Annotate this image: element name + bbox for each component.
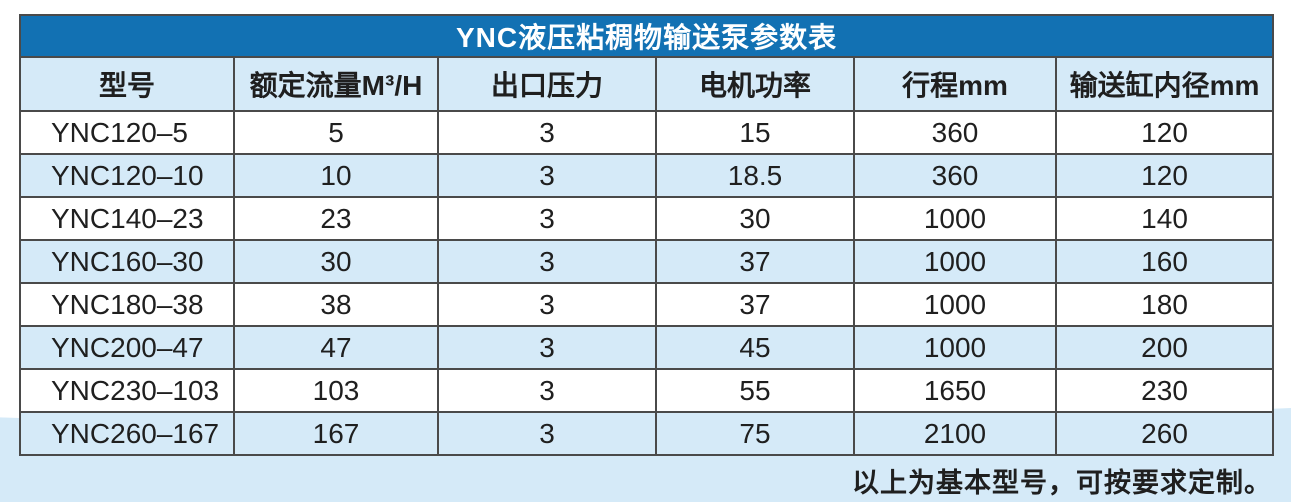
value-cell: 45	[655, 325, 855, 370]
table-row: YNC180–38 38 3 37 1000 180	[19, 282, 1275, 327]
value-cell: 38	[233, 282, 439, 327]
value-cell: 180	[1054, 282, 1275, 327]
table-row: YNC230–103 103 3 55 1650 230	[19, 368, 1275, 413]
header-cell: 额定流量M³/H	[233, 56, 439, 112]
value-cell: 3	[437, 110, 657, 155]
value-cell: 37	[655, 282, 855, 327]
value-cell: 30	[233, 239, 439, 284]
value-cell: 260	[1054, 411, 1275, 456]
value-cell: 23	[233, 196, 439, 241]
value-cell: 230	[1054, 368, 1275, 413]
value-cell: 10	[233, 153, 439, 198]
value-cell: 75	[655, 411, 855, 456]
value-cell: 160	[1054, 239, 1275, 284]
model-cell: YNC200–47	[19, 325, 235, 370]
value-cell: 1000	[853, 325, 1057, 370]
model-cell: YNC180–38	[19, 282, 235, 327]
value-cell: 47	[233, 325, 439, 370]
table-row: YNC260–167 167 3 75 2100 260	[19, 411, 1275, 456]
value-cell: 15	[655, 110, 855, 155]
value-cell: 103	[233, 368, 439, 413]
model-cell: YNC120–10	[19, 153, 235, 198]
table-row: YNC200–47 47 3 45 1000 200	[19, 325, 1275, 370]
table-title: YNC液压粘稠物输送泵参数表	[18, 14, 1275, 58]
value-cell: 140	[1054, 196, 1275, 241]
table-body: YNC120–5 5 3 15 360 120 YNC120–10 10 3 18.5 360 120…	[19, 110, 1275, 456]
value-cell: 18.5	[655, 153, 855, 198]
value-cell: 1000	[853, 239, 1057, 284]
table-row: YNC160–30 30 3 37 1000 160	[19, 239, 1275, 284]
value-cell: 55	[655, 368, 855, 413]
footnote: 以上为基本型号，可按要求定制。	[852, 468, 1272, 498]
value-cell: 360	[853, 153, 1057, 198]
pump-spec-table: YNC液压粘稠物输送泵参数表 型号 额定流量M³/H 出口压力 电机功率 行程mm 输送缸…	[18, 14, 1275, 456]
value-cell: 1000	[853, 196, 1057, 241]
value-cell: 3	[437, 153, 657, 198]
value-cell: 200	[1054, 325, 1275, 370]
title-row: YNC液压粘稠物输送泵参数表	[18, 14, 1275, 58]
model-cell: YNC260–167	[19, 411, 235, 456]
model-cell: YNC160–30	[19, 239, 235, 284]
table-row: YNC120–5 5 3 15 360 120	[19, 110, 1275, 155]
header-cell: 行程mm	[853, 56, 1057, 112]
value-cell: 167	[233, 411, 439, 456]
value-cell: 120	[1054, 153, 1275, 198]
value-cell: 3	[437, 411, 657, 456]
value-cell: 120	[1054, 110, 1275, 155]
header-cell: 出口压力	[437, 56, 657, 112]
value-cell: 1000	[853, 282, 1057, 327]
value-cell: 3	[437, 239, 657, 284]
header-row: 型号 额定流量M³/H 出口压力 电机功率 行程mm 输送缸内径mm	[19, 56, 1275, 112]
value-cell: 3	[437, 325, 657, 370]
value-cell: 3	[437, 196, 657, 241]
model-cell: YNC140–23	[19, 196, 235, 241]
value-cell: 360	[853, 110, 1057, 155]
model-cell: YNC230–103	[19, 368, 235, 413]
header-cell: 输送缸内径mm	[1054, 56, 1275, 112]
table-row: YNC120–10 10 3 18.5 360 120	[19, 153, 1275, 198]
value-cell: 5	[233, 110, 439, 155]
value-cell: 1650	[853, 368, 1057, 413]
table-row: YNC140–23 23 3 30 1000 140	[19, 196, 1275, 241]
value-cell: 37	[655, 239, 855, 284]
value-cell: 3	[437, 282, 657, 327]
header-cell: 电机功率	[655, 56, 855, 112]
value-cell: 3	[437, 368, 657, 413]
header-cell: 型号	[19, 56, 235, 112]
value-cell: 2100	[853, 411, 1057, 456]
value-cell: 30	[655, 196, 855, 241]
model-cell: YNC120–5	[19, 110, 235, 155]
